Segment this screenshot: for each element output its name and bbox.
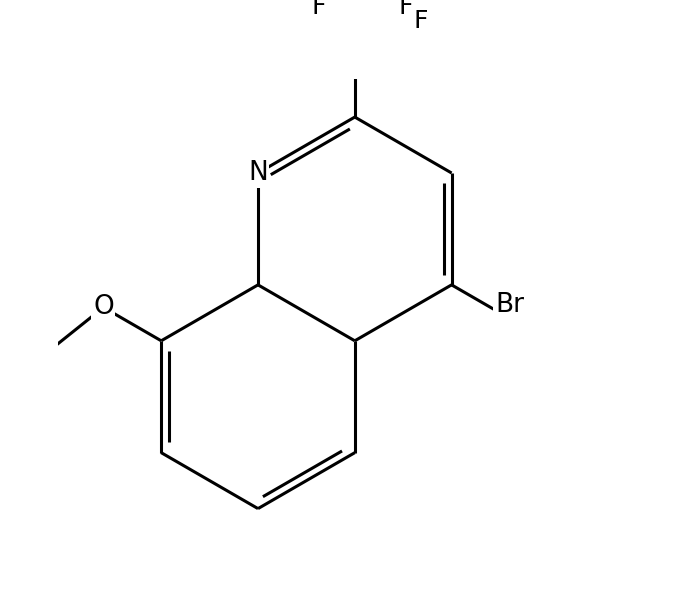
Text: F: F — [398, 0, 413, 19]
Text: N: N — [248, 160, 268, 186]
Text: Br: Br — [495, 292, 524, 318]
Text: F: F — [413, 8, 428, 32]
Text: F: F — [311, 0, 326, 19]
Text: O: O — [93, 295, 114, 320]
